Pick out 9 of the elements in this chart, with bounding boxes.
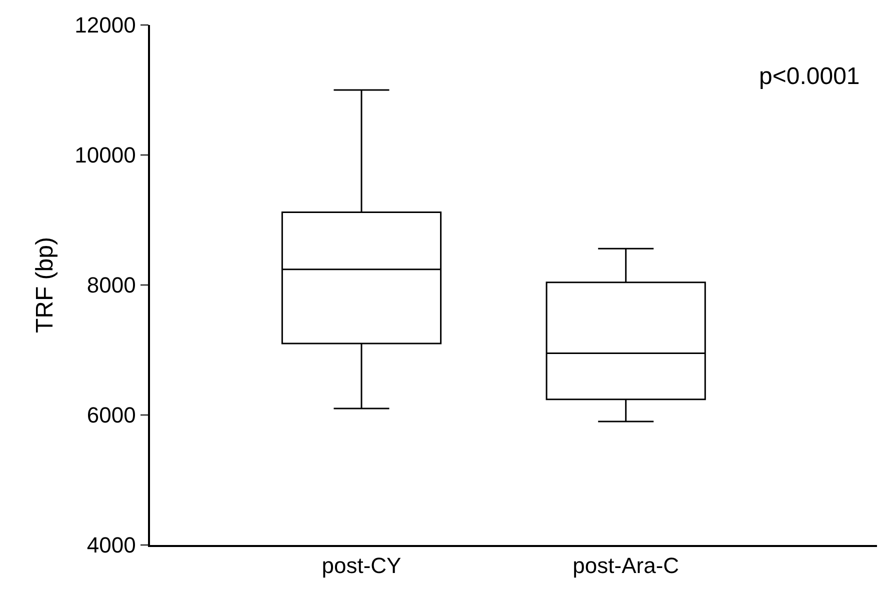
y-tick-label: 4000 — [86, 532, 136, 558]
annotation: p<0.0001 — [759, 63, 860, 90]
x-tick-label: post-Ara-C — [572, 553, 680, 578]
y-axis-title: TRF (bp) — [31, 237, 58, 333]
y-tick-label: 10000 — [74, 142, 136, 168]
y-tick-label: 6000 — [86, 402, 136, 428]
y-tick-label: 8000 — [86, 272, 136, 298]
x-tick-label: post-CY — [322, 553, 402, 578]
y-tick-label: 12000 — [74, 12, 136, 38]
